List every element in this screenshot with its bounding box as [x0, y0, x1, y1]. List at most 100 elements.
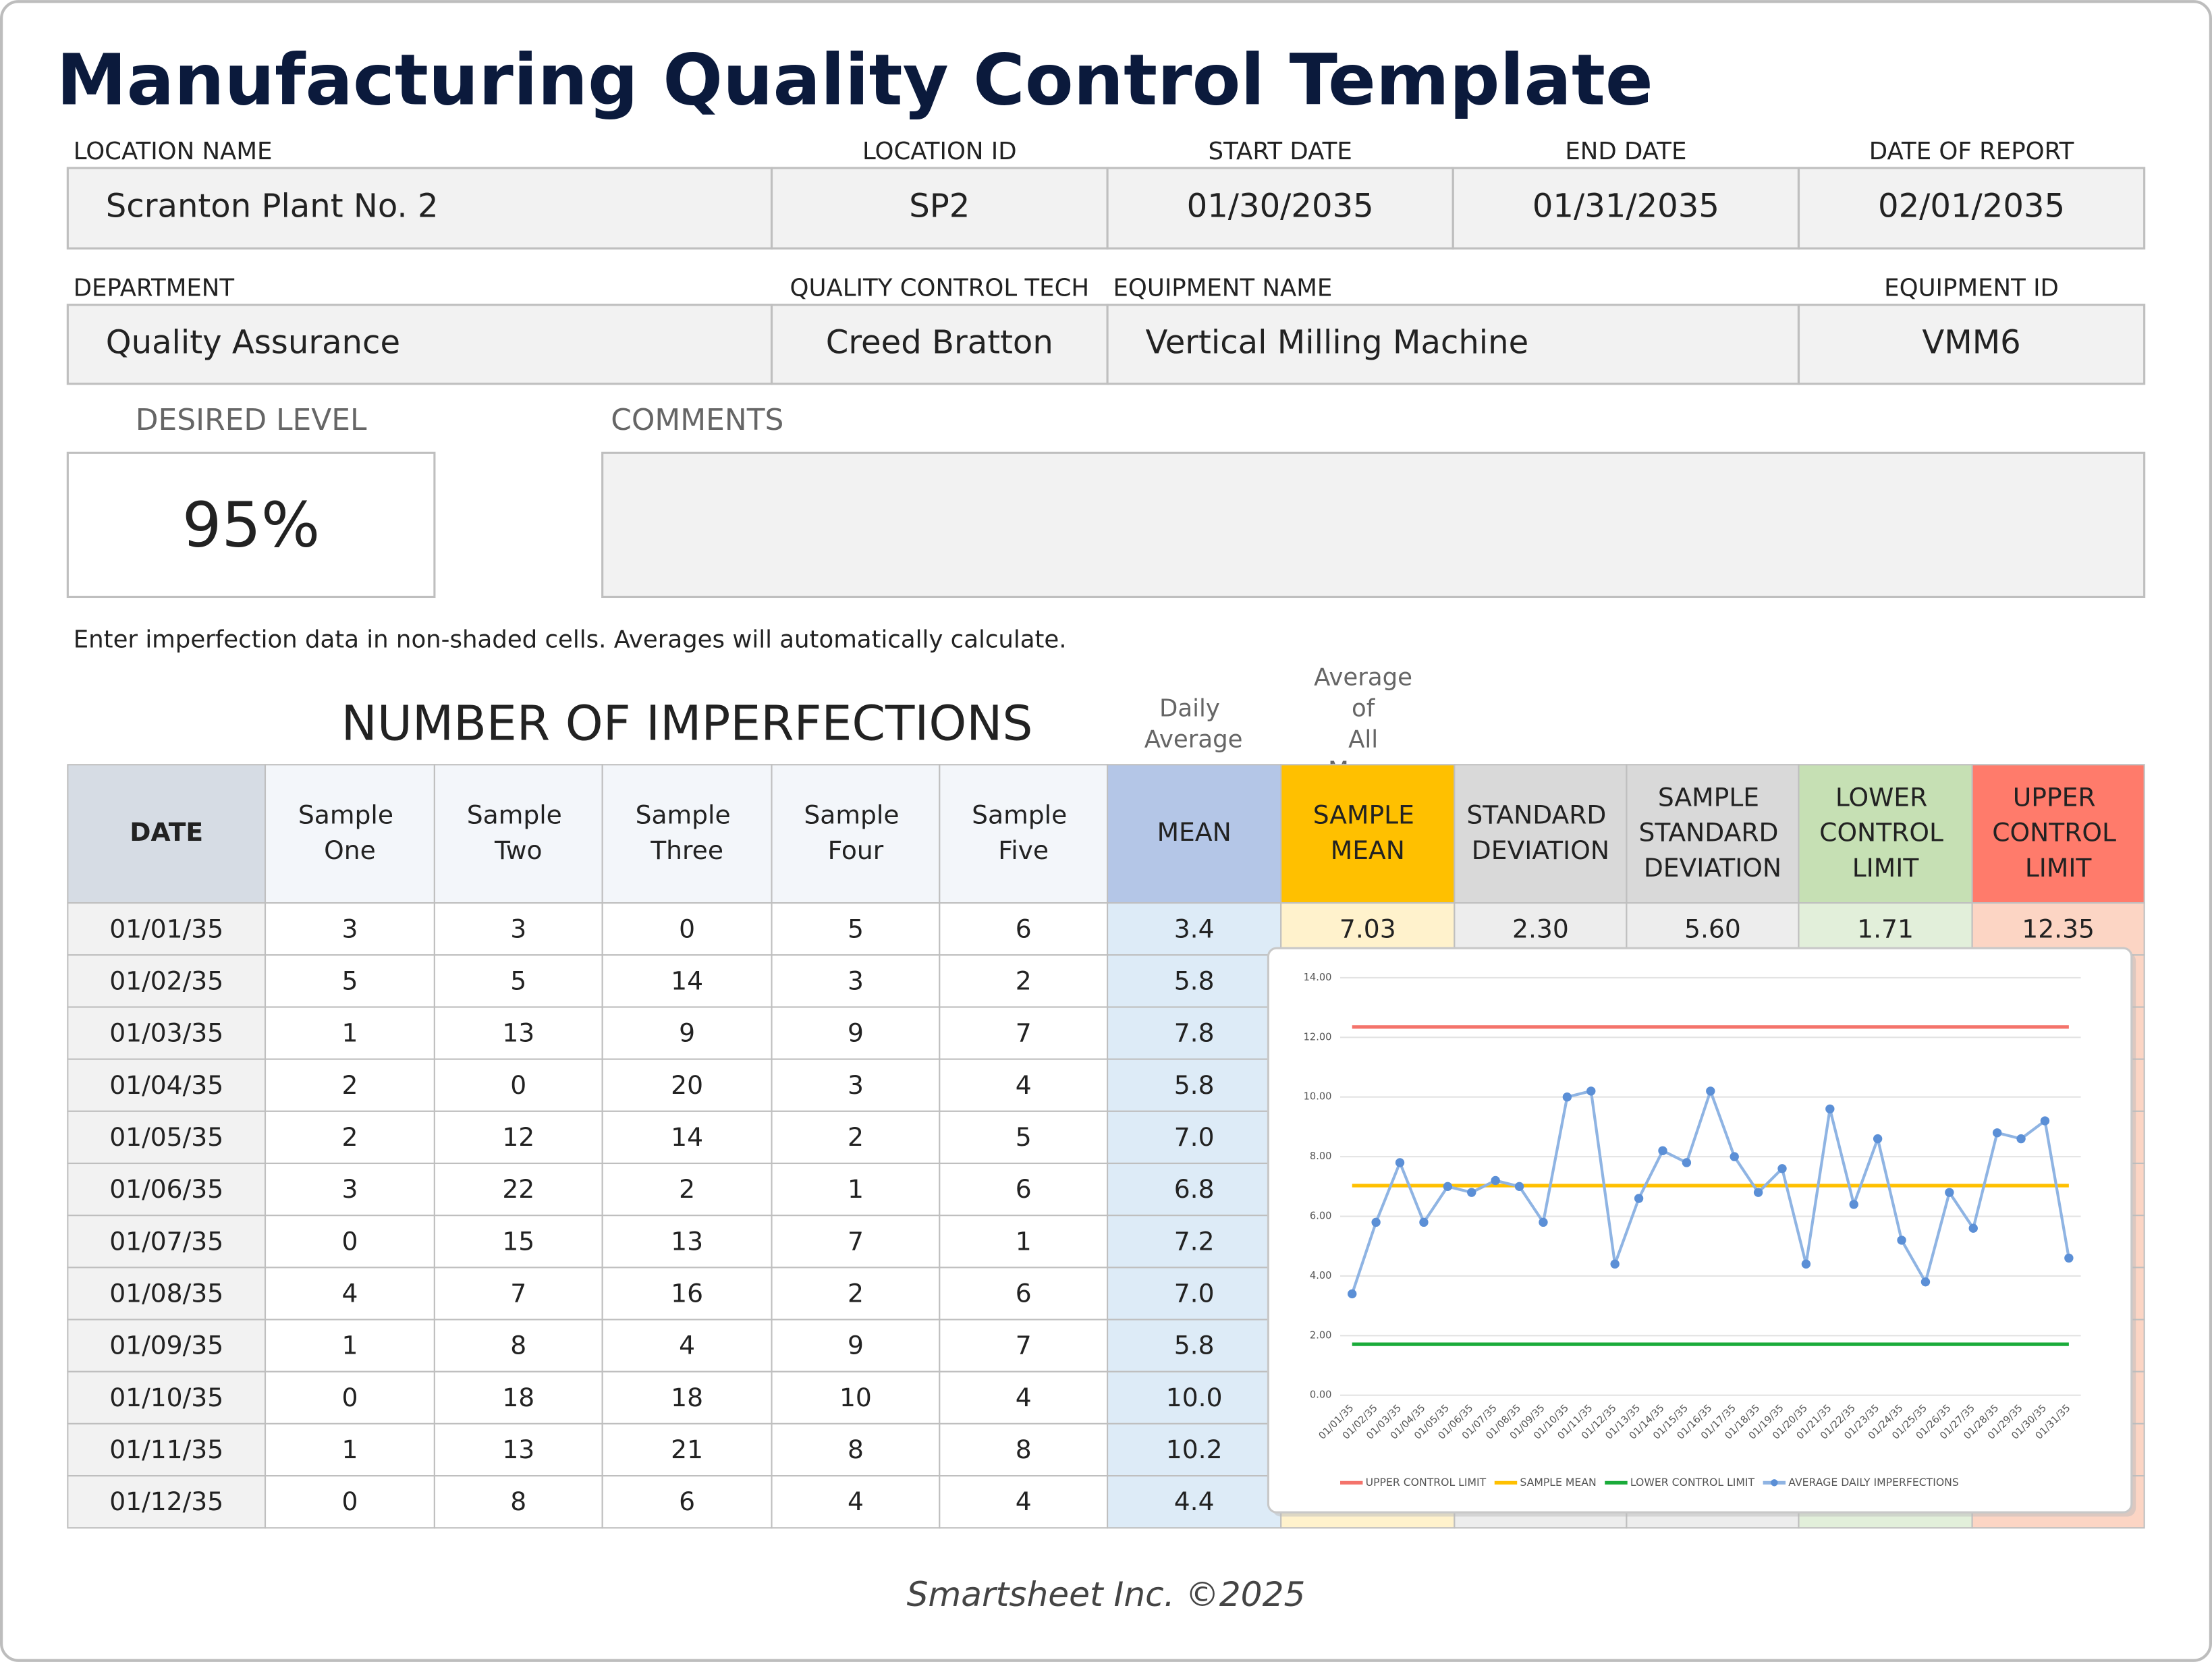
cell-value: 01/10/35: [109, 1383, 223, 1412]
data-point: [2064, 1253, 2074, 1263]
cell-value: 15: [502, 1226, 534, 1256]
data-point: [1873, 1134, 1883, 1144]
table-cell: [1280, 902, 1456, 956]
cell-value: 01/01/35: [109, 914, 223, 943]
table-cell: [771, 1110, 941, 1165]
cell-value: 01/11/35: [109, 1435, 223, 1464]
info-value: Quality Assurance: [106, 323, 400, 361]
cell-value: 21: [671, 1435, 703, 1464]
column-header: Sample Four: [804, 800, 907, 864]
column-header: SAMPLE MEAN: [1313, 800, 1422, 864]
column-header: Sample Two: [467, 800, 570, 864]
cell-value: 6: [679, 1487, 695, 1516]
cell-value: 8: [510, 1331, 526, 1360]
data-point: [1562, 1092, 1572, 1102]
data-point: [1706, 1086, 1715, 1096]
cell-value: 2: [679, 1174, 695, 1204]
info-cell: [66, 304, 773, 385]
table-cell: [67, 1475, 267, 1529]
info-cell: [1106, 167, 1454, 250]
cell-value: 7.03: [1339, 914, 1396, 943]
cell-value: 7.8: [1174, 1018, 1215, 1048]
data-point: [1897, 1236, 1906, 1245]
cell-value: 22: [502, 1174, 534, 1204]
info-value: 02/01/2035: [1878, 188, 2065, 225]
legend-label: UPPER CONTROL LIMIT: [1366, 1476, 1487, 1489]
data-point: [1658, 1146, 1667, 1155]
info-label: LOCATION NAME: [74, 138, 273, 165]
y-tick-label: 12.00: [1304, 1031, 1332, 1043]
cell-value: 5: [1016, 1122, 1032, 1152]
info-cell: [1797, 304, 2146, 385]
table-cell: [433, 1370, 603, 1424]
cell-value: 4: [1016, 1487, 1032, 1516]
cell-value: 10: [839, 1383, 872, 1412]
table-cell: [264, 954, 435, 1008]
table-cell: [601, 1319, 773, 1373]
cell-value: 12: [502, 1122, 534, 1152]
cell-value: 5.8: [1174, 1070, 1215, 1100]
cell-value: 3: [848, 1070, 864, 1100]
column-header: Sample Three: [636, 800, 739, 864]
info-cell: [1106, 304, 1800, 385]
header-cell: [1280, 764, 1456, 904]
table-cell: [601, 954, 773, 1008]
info-label: LOCATION ID: [862, 138, 1017, 165]
cell-value: 16: [671, 1279, 703, 1308]
data-point: [1801, 1259, 1811, 1269]
data-point: [1777, 1164, 1787, 1173]
legend-marker: [1771, 1479, 1778, 1487]
cell-value: 8: [848, 1435, 864, 1464]
info-value: Creed Bratton: [826, 323, 1053, 361]
info-label: START DATE: [1209, 138, 1352, 165]
cell-value: 7.0: [1174, 1122, 1215, 1152]
header-cell: [601, 764, 773, 904]
data-point: [1992, 1128, 2002, 1138]
table-cell: [939, 1006, 1109, 1060]
table-cell: [433, 954, 603, 1008]
comments-label: COMMENTS: [611, 403, 783, 437]
column-header: Sample One: [298, 800, 402, 864]
cell-value: 7.2: [1174, 1226, 1215, 1256]
data-point: [1443, 1182, 1453, 1192]
desired-level-label: DESIRED LEVEL: [136, 403, 367, 437]
data-point: [1395, 1158, 1405, 1167]
table-cell: [939, 954, 1109, 1008]
cell-value: 7: [1016, 1018, 1032, 1048]
legend-label: SAMPLE MEAN: [1520, 1476, 1596, 1489]
cell-value: 5.8: [1174, 1331, 1215, 1360]
table-cell: [433, 1006, 603, 1060]
data-point: [1586, 1086, 1596, 1096]
table-cell: [1107, 1319, 1282, 1373]
cell-value: 2.30: [1512, 914, 1569, 943]
desired-level-box: [66, 451, 436, 599]
cell-value: 6: [1016, 1279, 1032, 1308]
cell-value: 0: [341, 1383, 358, 1412]
cell-value: 14: [671, 1122, 703, 1152]
header-cell: [264, 764, 435, 904]
data-point: [1825, 1104, 1835, 1114]
cell-value: 8: [510, 1487, 526, 1516]
table-cell: [939, 1215, 1109, 1269]
legend-label: AVERAGE DAILY IMPERFECTIONS: [1788, 1476, 1959, 1489]
info-label: DEPARTMENT: [74, 275, 235, 302]
y-tick-label: 4.00: [1310, 1270, 1332, 1281]
data-point: [1610, 1259, 1620, 1269]
page-title: Manufacturing Quality Control Template: [57, 38, 1653, 121]
table-cell: [771, 1162, 941, 1217]
table-cell: [433, 1475, 603, 1529]
table-cell: [1107, 1162, 1282, 1217]
cell-value: 01/05/35: [109, 1122, 223, 1152]
y-tick-label: 14.00: [1304, 972, 1332, 983]
table-cell: [771, 1006, 941, 1060]
cell-value: 13: [502, 1435, 534, 1464]
cell-value: 13: [502, 1018, 534, 1048]
table-cell: [433, 1319, 603, 1373]
cell-value: 7: [1016, 1331, 1032, 1360]
column-header: MEAN: [1157, 817, 1232, 847]
info-value: VMM6: [1922, 323, 2020, 361]
data-point: [1539, 1217, 1548, 1227]
cell-value: 0: [679, 914, 695, 943]
y-tick-label: 10.00: [1304, 1091, 1332, 1103]
table-cell: [264, 1215, 435, 1269]
